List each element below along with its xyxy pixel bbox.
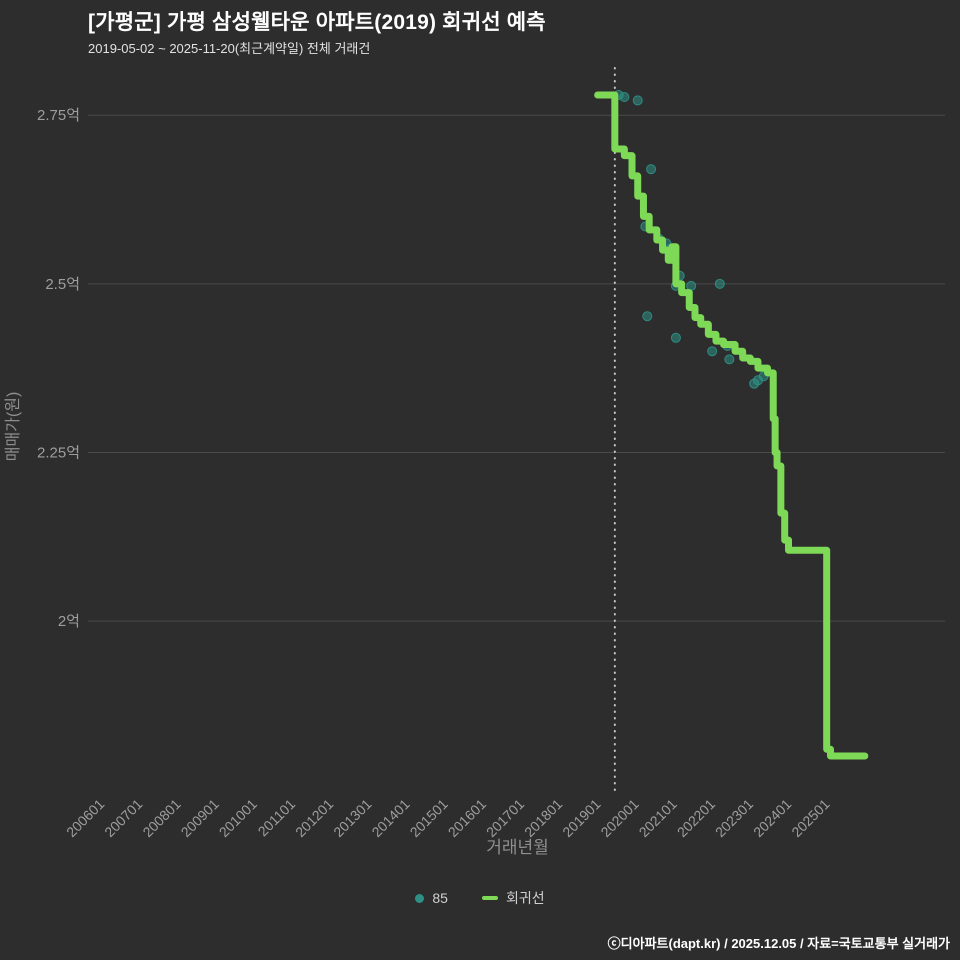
svg-text:201401: 201401 xyxy=(368,796,412,840)
svg-text:202301: 202301 xyxy=(712,796,756,840)
credit-text: ⓒ디아파트(dapt.kr) / 2025.12.05 / 자료=국토교통부 실… xyxy=(607,936,950,951)
svg-text:201901: 201901 xyxy=(559,796,603,840)
legend-item-scatter-85[interactable]: 85 xyxy=(415,890,448,906)
svg-text:2.25억: 2.25억 xyxy=(37,444,80,461)
legend-label-regression: 회귀선 xyxy=(505,890,545,906)
svg-text:201101: 201101 xyxy=(255,796,299,840)
svg-text:201801: 201801 xyxy=(521,796,565,840)
chart-subtitle: 2019-05-02 ~ 2025-11-20(최근계약일) 전체 거래건 xyxy=(88,41,371,56)
svg-text:매매가(원): 매매가(원) xyxy=(4,392,22,462)
svg-text:201701: 201701 xyxy=(483,796,527,840)
svg-text:2억: 2억 xyxy=(58,613,80,630)
legend-label-85: 85 xyxy=(432,890,448,906)
legend-item-regression-line[interactable]: 회귀선 xyxy=(481,888,545,908)
svg-text:201201: 201201 xyxy=(292,796,336,840)
svg-text:2.5억: 2.5억 xyxy=(45,276,80,293)
svg-text:202101: 202101 xyxy=(636,796,680,840)
svg-text:200901: 200901 xyxy=(178,796,222,840)
svg-text:201501: 201501 xyxy=(407,796,451,840)
svg-text:202201: 202201 xyxy=(674,796,718,840)
svg-text:201001: 201001 xyxy=(216,796,260,840)
svg-text:200701: 200701 xyxy=(101,796,145,840)
svg-text:2.75억: 2.75억 xyxy=(37,107,80,124)
svg-text:200801: 200801 xyxy=(139,796,183,840)
svg-text:201301: 201301 xyxy=(330,796,374,840)
scatter-series-marker-icon xyxy=(415,893,425,903)
svg-text:202401: 202401 xyxy=(750,796,794,840)
svg-text:200601: 200601 xyxy=(63,796,107,840)
svg-text:202501: 202501 xyxy=(788,796,832,840)
line-series-marker-icon xyxy=(481,896,498,900)
svg-text:201601: 201601 xyxy=(445,796,489,840)
chart-title: [가평군] 가평 삼성웰타운 아파트(2019) 회귀선 예측 xyxy=(88,11,546,34)
svg-text:202001: 202001 xyxy=(597,796,641,840)
chart-legend: 85 회귀선 xyxy=(0,888,960,908)
svg-text:거래년월: 거래년월 xyxy=(486,838,549,857)
